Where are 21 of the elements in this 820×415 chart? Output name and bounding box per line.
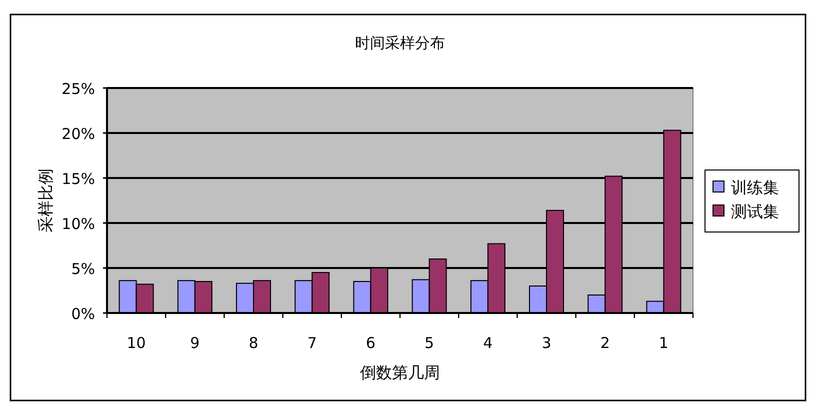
x-axis-title: 倒数第几周: [360, 363, 440, 382]
y-tick-label: 0%: [71, 305, 95, 323]
x-tick-label: 2: [600, 334, 610, 352]
y-tick-label: 25%: [62, 80, 95, 98]
y-axis-title: 采样比例: [36, 168, 55, 232]
x-tick-label: 9: [190, 334, 200, 352]
x-tick-label: 5: [424, 334, 434, 352]
x-tick-label: 8: [248, 334, 258, 352]
x-tick-label: 7: [307, 334, 317, 352]
y-tick-label: 10%: [62, 215, 95, 233]
x-tick-label: 1: [658, 334, 668, 352]
legend-label: 测试集: [731, 202, 779, 221]
x-tick-label: 3: [542, 334, 552, 352]
legend-label: 训练集: [731, 178, 779, 197]
chart-title: 时间采样分布: [355, 34, 445, 52]
x-tick-label: 4: [483, 334, 493, 352]
x-tick-label: 10: [126, 334, 146, 352]
y-tick-label: 20%: [62, 125, 95, 143]
x-tick-label: 6: [366, 334, 376, 352]
y-tick-label: 5%: [71, 260, 95, 278]
y-tick-label: 15%: [62, 170, 95, 188]
